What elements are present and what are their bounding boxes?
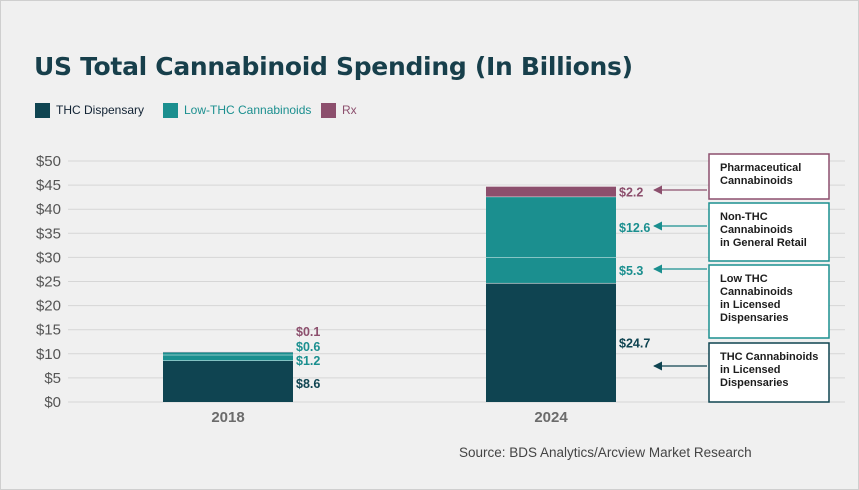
y-tick-label: $0 (44, 394, 61, 411)
data-label-2024-series-thc-dispensary: $24.7 (619, 336, 650, 350)
data-label-2018-series-low-thc: $1.2 (296, 354, 320, 368)
y-tick-label: $35 (36, 225, 61, 242)
source-note: Source: BDS Analytics/Arcview Market Res… (459, 445, 752, 460)
legend-label: Low-THC Cannabinoids (184, 103, 312, 117)
annotation-low-thc-box (708, 264, 830, 339)
y-tick-label: $25 (36, 274, 61, 291)
legend-swatch (321, 102, 336, 118)
y-tick-label: $50 (36, 153, 61, 170)
annotation-low-thc-text: Low THC Cannabinoids in Licensed Dispensari… (720, 273, 793, 324)
chart-title: US Total Cannabinoid Spending (In Billio… (34, 52, 633, 81)
bar-series-rx-2024 (486, 186, 616, 197)
legend-swatch (35, 102, 50, 118)
bar-series-non-thc-2024 (486, 196, 616, 258)
x-tick-label: 2024 (534, 409, 568, 426)
annotation-pharmaceutical-text: Pharmaceutical Cannabinoids (720, 162, 801, 187)
bar-series-thc-dispensary-2018 (163, 360, 293, 402)
data-label-2024-series-non-thc: $12.6 (619, 221, 650, 235)
x-tick-label: 2018 (211, 409, 244, 426)
y-tick-label: $30 (36, 249, 61, 266)
legend-swatch (163, 102, 178, 118)
bar-series-low-thc-2018 (163, 354, 293, 361)
data-label-2024-series-low-thc: $5.3 (619, 264, 643, 278)
bar-series-thc-dispensary-2024 (486, 282, 616, 402)
legend-label: THC Dispensary (56, 103, 145, 117)
y-tick-label: $10 (36, 346, 61, 363)
y-tick-label: $15 (36, 322, 61, 339)
bar-series-low-thc-2024 (486, 257, 616, 283)
y-tick-label: $20 (36, 298, 61, 315)
y-tick-label: $40 (36, 201, 61, 218)
y-tick-label: $5 (44, 370, 61, 387)
annotation-non-thc-text: Non-THC Cannabinoids in General Retail (720, 211, 807, 249)
annotation-thc-box (708, 342, 830, 403)
bar-series-non-thc-2018 (163, 351, 293, 355)
legend-item-rx: Rx (321, 102, 357, 118)
data-label-2018-series-thc-dispensary: $8.6 (296, 377, 320, 391)
legend-item-low-thc: Low-THC Cannabinoids (163, 102, 311, 118)
y-tick-label: $45 (36, 177, 61, 194)
data-label-2024-series-rx: $2.2 (619, 185, 643, 199)
legend-item-thc-dispensary: THC Dispensary (35, 102, 144, 118)
annotation-pharmaceutical-box (708, 153, 830, 200)
annotation-thc-text: THC Cannabinoids in Licensed Dispensaries (720, 351, 818, 389)
annotation-non-thc-box (708, 202, 830, 262)
data-label-2018-series-rx: $0.1 (296, 325, 320, 339)
legend-label: Rx (342, 103, 357, 117)
data-label-2018-series-non-thc: $0.6 (296, 340, 320, 354)
